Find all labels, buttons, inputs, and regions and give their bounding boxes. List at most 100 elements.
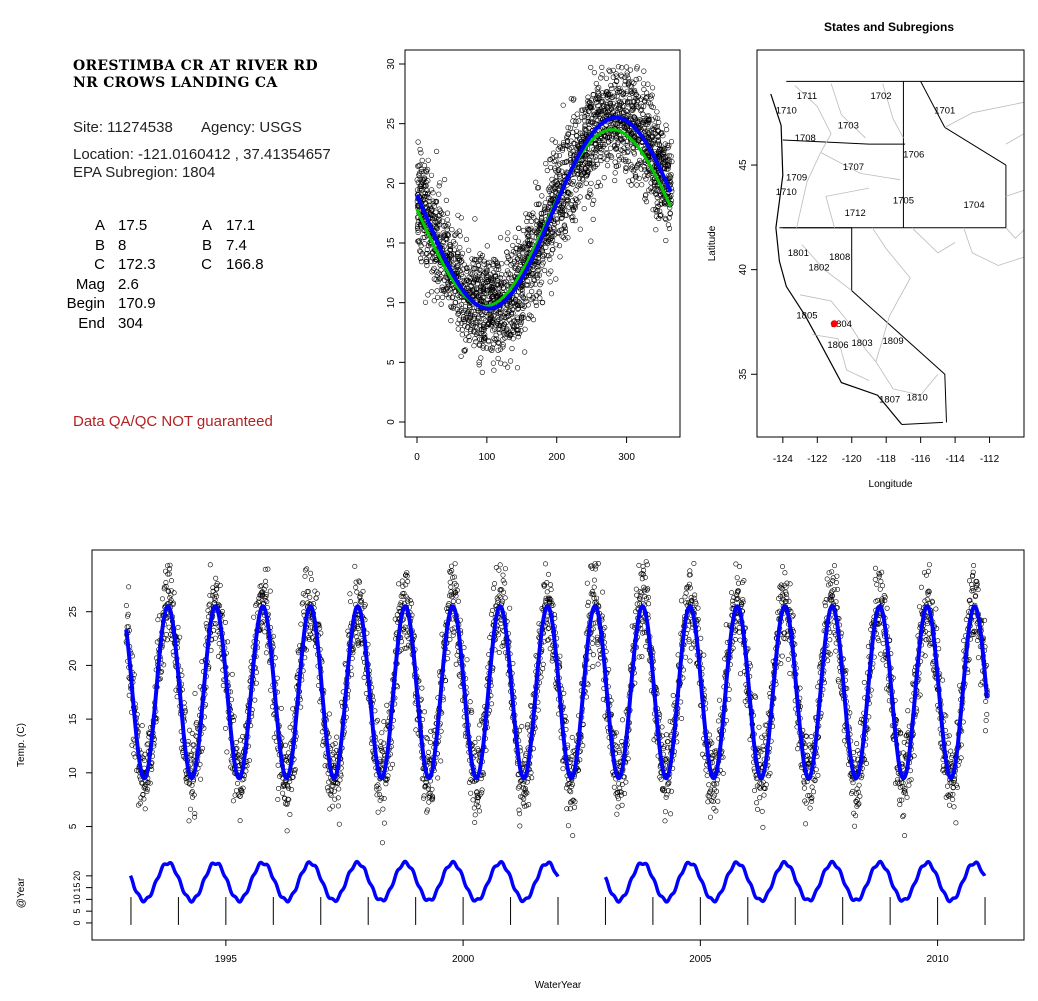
subregion-boundary <box>820 152 901 181</box>
data-point <box>610 67 616 73</box>
data-point <box>652 206 659 212</box>
data-point <box>633 76 639 83</box>
data-point <box>429 793 435 799</box>
data-point <box>268 687 274 693</box>
data-point <box>455 263 461 269</box>
region-label: 1711 <box>797 91 817 102</box>
data-point <box>471 343 477 349</box>
data-point <box>327 806 333 812</box>
data-point <box>278 705 284 711</box>
data-point <box>449 252 455 258</box>
data-point <box>267 588 273 594</box>
data-point <box>630 144 636 150</box>
data-point <box>567 806 573 812</box>
data-point <box>629 131 635 137</box>
data-point <box>629 177 636 183</box>
data-point <box>583 172 589 179</box>
data-point <box>569 217 576 223</box>
data-point <box>603 75 610 81</box>
data-point <box>525 232 532 238</box>
data-point <box>479 278 485 285</box>
data-point <box>409 600 415 606</box>
data-point <box>641 68 647 74</box>
data-point <box>553 242 559 248</box>
data-point <box>469 709 475 715</box>
data-point <box>553 182 559 188</box>
data-point <box>606 153 612 159</box>
data-point <box>467 311 474 317</box>
data-point <box>357 593 363 599</box>
data-point <box>666 225 673 232</box>
data-point <box>504 268 511 274</box>
data-point <box>468 790 474 796</box>
data-point <box>650 177 656 183</box>
data-point <box>512 258 518 265</box>
data-point <box>594 634 600 640</box>
data-point <box>495 355 501 362</box>
data-point <box>502 309 509 315</box>
data-point <box>455 326 461 332</box>
data-point <box>246 757 252 763</box>
data-point <box>459 327 465 333</box>
data-point <box>535 228 541 234</box>
data-point <box>283 742 289 748</box>
data-point <box>285 750 291 756</box>
data-point <box>592 566 598 572</box>
data-point <box>166 571 172 577</box>
data-point <box>262 566 268 572</box>
data-point <box>257 583 263 589</box>
x-tick-label: -118 <box>877 454 897 465</box>
x-tick-label: 300 <box>618 452 635 463</box>
data-point <box>510 322 516 328</box>
data-point <box>139 723 145 729</box>
data-point <box>558 201 564 207</box>
data-point <box>520 227 527 234</box>
data-point <box>579 114 585 120</box>
data-point <box>468 707 474 713</box>
data-point <box>555 230 561 236</box>
data-point <box>566 191 572 197</box>
data-point <box>478 776 484 782</box>
data-point <box>380 748 386 754</box>
data-point <box>579 132 586 138</box>
data-point <box>583 694 589 700</box>
data-point <box>454 587 460 593</box>
data-point <box>529 775 535 781</box>
data-point <box>560 139 567 146</box>
data-point <box>355 625 361 631</box>
data-point <box>628 162 634 168</box>
data-point <box>418 243 424 249</box>
data-point <box>581 114 588 120</box>
data-point <box>597 145 603 152</box>
data-point <box>545 626 551 632</box>
data-point <box>641 98 648 104</box>
data-point <box>307 594 313 600</box>
data-point <box>648 95 654 101</box>
data-point <box>352 563 358 569</box>
data-point <box>379 840 385 846</box>
data-point <box>466 247 472 253</box>
data-point <box>419 157 425 163</box>
data-point <box>541 583 547 589</box>
data-point <box>581 126 588 132</box>
data-point <box>223 725 229 731</box>
data-point <box>589 589 595 595</box>
data-point <box>566 146 573 152</box>
data-point <box>524 282 530 289</box>
data-point <box>521 303 528 309</box>
data-point <box>275 762 281 768</box>
data-point <box>456 308 462 315</box>
data-point <box>585 114 591 121</box>
blue-fit-line <box>415 115 673 311</box>
data-point <box>578 107 585 113</box>
data-point <box>589 119 595 125</box>
data-point <box>490 328 496 334</box>
data-point <box>493 281 500 287</box>
data-point <box>452 232 458 238</box>
data-point <box>404 598 410 604</box>
data-point <box>415 238 421 244</box>
data-point <box>641 81 647 87</box>
data-point <box>336 786 342 792</box>
data-point <box>454 264 460 271</box>
data-point <box>582 166 589 172</box>
